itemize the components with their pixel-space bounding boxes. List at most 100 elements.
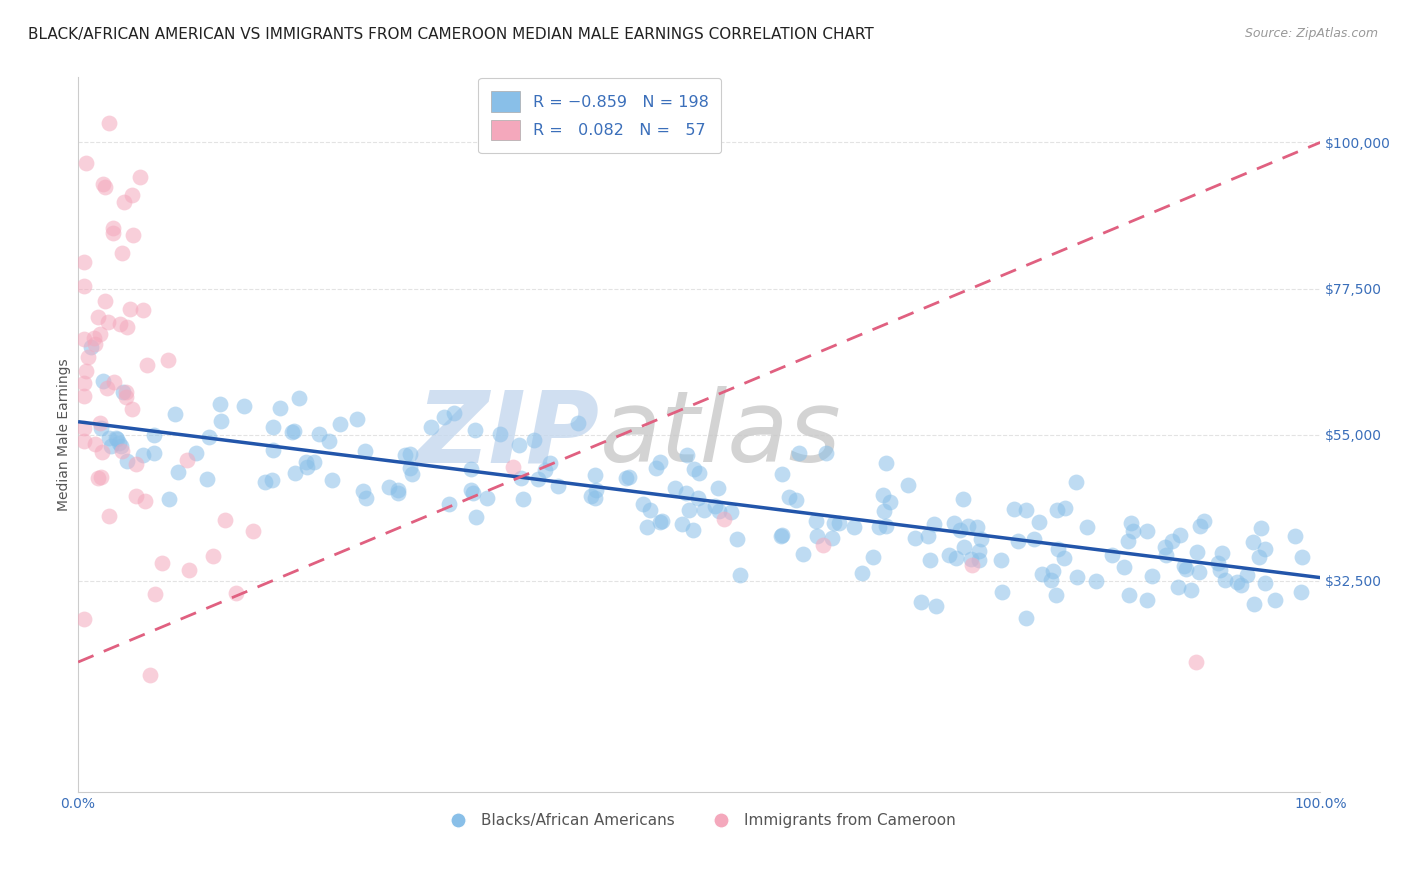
Point [90,470,112,484]
Point [1042,564,1064,578]
Point [1053,551,1076,566]
Point [1243,597,1265,611]
Point [111,246,134,260]
Point [1226,574,1249,589]
Point [1040,573,1063,587]
Point [547,479,569,493]
Point [304,455,326,469]
Point [94,293,117,308]
Point [583,491,606,505]
Point [1116,533,1139,548]
Point [1284,529,1306,543]
Point [280,425,302,439]
Point [437,497,460,511]
Point [201,549,224,563]
Point [688,466,710,480]
Point [377,480,399,494]
Point [308,427,330,442]
Point [76,351,98,365]
Point [419,420,441,434]
Point [108,317,131,331]
Point [1188,565,1211,579]
Point [1015,503,1038,517]
Point [675,449,697,463]
Point [879,494,901,508]
Point [132,303,155,318]
Point [105,432,128,446]
Point [614,471,637,485]
Text: BLACK/AFRICAN AMERICAN VS IMMIGRANTS FROM CAMEROON MEDIAN MALE EARNINGS CORRELAT: BLACK/AFRICAN AMERICAN VS IMMIGRANTS FRO… [28,27,875,42]
Point [903,531,925,545]
Point [136,358,159,372]
Point [720,505,742,519]
Point [949,523,972,537]
Point [97,315,120,329]
Point [990,553,1012,567]
Point [461,486,484,500]
Point [73,421,96,435]
Point [121,188,143,202]
Point [872,488,894,502]
Point [1122,524,1144,538]
Point [91,445,114,459]
Point [1253,575,1275,590]
Point [704,499,727,513]
Point [675,486,697,500]
Point [90,421,112,435]
Point [460,483,482,497]
Point [108,435,131,450]
Point [143,427,166,442]
Point [682,462,704,476]
Point [713,512,735,526]
Point [1211,546,1233,560]
Point [1053,501,1076,516]
Point [209,397,232,411]
Point [125,489,148,503]
Point [1118,588,1140,602]
Point [1241,535,1264,549]
Point [1101,548,1123,562]
Point [157,492,180,507]
Point [73,434,96,448]
Point [284,466,307,480]
Point [398,461,420,475]
Point [1045,588,1067,602]
Point [842,519,865,533]
Point [991,584,1014,599]
Point [287,391,309,405]
Point [118,301,141,316]
Point [806,529,828,543]
Point [253,475,276,489]
Point [1076,520,1098,534]
Point [787,446,810,460]
Point [1015,611,1038,625]
Point [1236,568,1258,582]
Point [195,472,218,486]
Point [121,228,143,243]
Point [443,406,465,420]
Point [1185,655,1208,669]
Point [89,416,111,430]
Point [873,504,896,518]
Legend: Blacks/African Americans, Immigrants from Cameroon: Blacks/African Americans, Immigrants fro… [437,807,962,834]
Point [1180,582,1202,597]
Point [1085,574,1108,588]
Point [209,414,232,428]
Point [952,492,974,507]
Point [875,519,897,533]
Point [103,375,125,389]
Point [897,477,920,491]
Point [87,471,110,485]
Point [1154,548,1177,562]
Point [727,532,749,546]
Point [648,515,671,529]
Point [813,538,835,552]
Point [534,463,557,477]
Point [678,503,700,517]
Point [645,461,668,475]
Point [851,566,873,581]
Point [464,510,486,524]
Point [84,336,107,351]
Text: atlas: atlas [600,386,841,483]
Point [967,544,990,558]
